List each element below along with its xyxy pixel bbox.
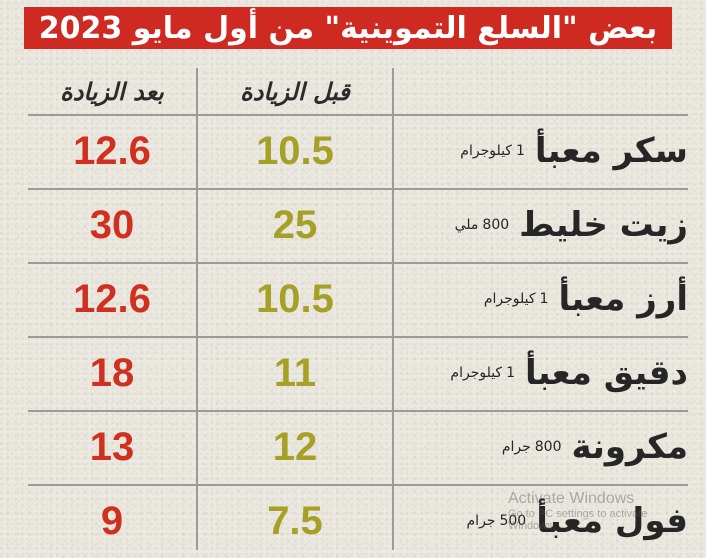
row-divider [28,262,688,264]
table-row: 18 11 دقيق معبأ 1 كيلوجرام [28,336,688,410]
item-name: مكرونة [571,427,689,467]
row-divider [28,410,688,412]
price-after: 13 [89,424,135,469]
item-quantity: 1 [515,143,525,159]
table-row: 12.6 10.5 أرز معبأ 1 كيلوجرام [28,262,688,336]
item-cell: زيت خليط 800 ملي [455,188,688,262]
item-cell: دقيق معبأ 1 كيلوجرام [450,336,688,410]
row-divider [28,336,688,338]
row-divider [28,114,688,116]
table-row: 30 25 زيت خليط 800 ملي [28,188,688,262]
item-unit: جرام [501,439,531,455]
item-unit: كيلوجرام [460,143,512,159]
item-name: أرز معبأ [558,279,688,319]
price-after: 12.6 [73,276,151,321]
row-divider [28,188,688,190]
price-before: 25 [272,202,318,247]
item-quantity: 800 [534,439,562,455]
item-name: زيت خليط [519,205,688,245]
page-title: بعض "السلع التموينية" من أول مايو 2023 [38,10,658,46]
item-unit: كيلوجرام [450,365,503,381]
item-quantity: 1 [539,291,549,307]
table-header: بعد الزيادة قبل الزيادة [28,68,688,116]
price-before: 10.5 [256,276,334,321]
table-row: 9 7.5 فول معبأ 500 جرام [28,484,688,558]
item-quantity: 1 [506,365,516,381]
item-name: سكر معبأ [534,131,688,171]
item-unit: جرام [466,513,496,529]
item-unit: كيلوجرام [483,291,536,307]
item-cell: فول معبأ 500 جرام [467,484,688,558]
table-row: 13 12 مكرونة 800 جرام [28,410,688,484]
item-quantity: 800 [482,217,510,233]
price-after: 12.6 [73,128,151,173]
price-before: 11 [273,350,317,395]
item-cell: مكرونة 800 جرام [502,410,688,484]
watermark-title: Activate Windows [508,490,635,507]
watermark-subtitle: Go to PC settings to activate Windows. [508,508,648,532]
row-divider [28,484,688,486]
header-before: قبل الزيادة [240,78,350,106]
price-before: 7.5 [267,498,323,543]
price-after: 18 [89,350,135,395]
item-cell: سكر معبأ 1 كيلوجرام [460,114,688,188]
title-banner: بعض "السلع التموينية" من أول مايو 2023 [24,7,672,49]
column-separator [392,68,394,550]
price-before: 10.5 [256,128,334,173]
table-row: 12.6 10.5 سكر معبأ 1 كيلوجرام [28,114,688,188]
price-after: 9 [100,498,124,543]
price-before: 12 [272,424,318,469]
item-unit: ملي [454,217,479,233]
item-name: دقيق معبأ [525,353,688,393]
item-cell: أرز معبأ 1 كيلوجرام [484,262,688,336]
header-after: بعد الزيادة [60,78,164,106]
column-separator [196,68,198,550]
activate-windows-watermark: Activate Windows Go to PC settings to ac… [508,490,698,532]
item-name: فول معبأ [536,501,688,541]
item-quantity: 500 [499,513,527,529]
price-after: 30 [89,202,135,247]
